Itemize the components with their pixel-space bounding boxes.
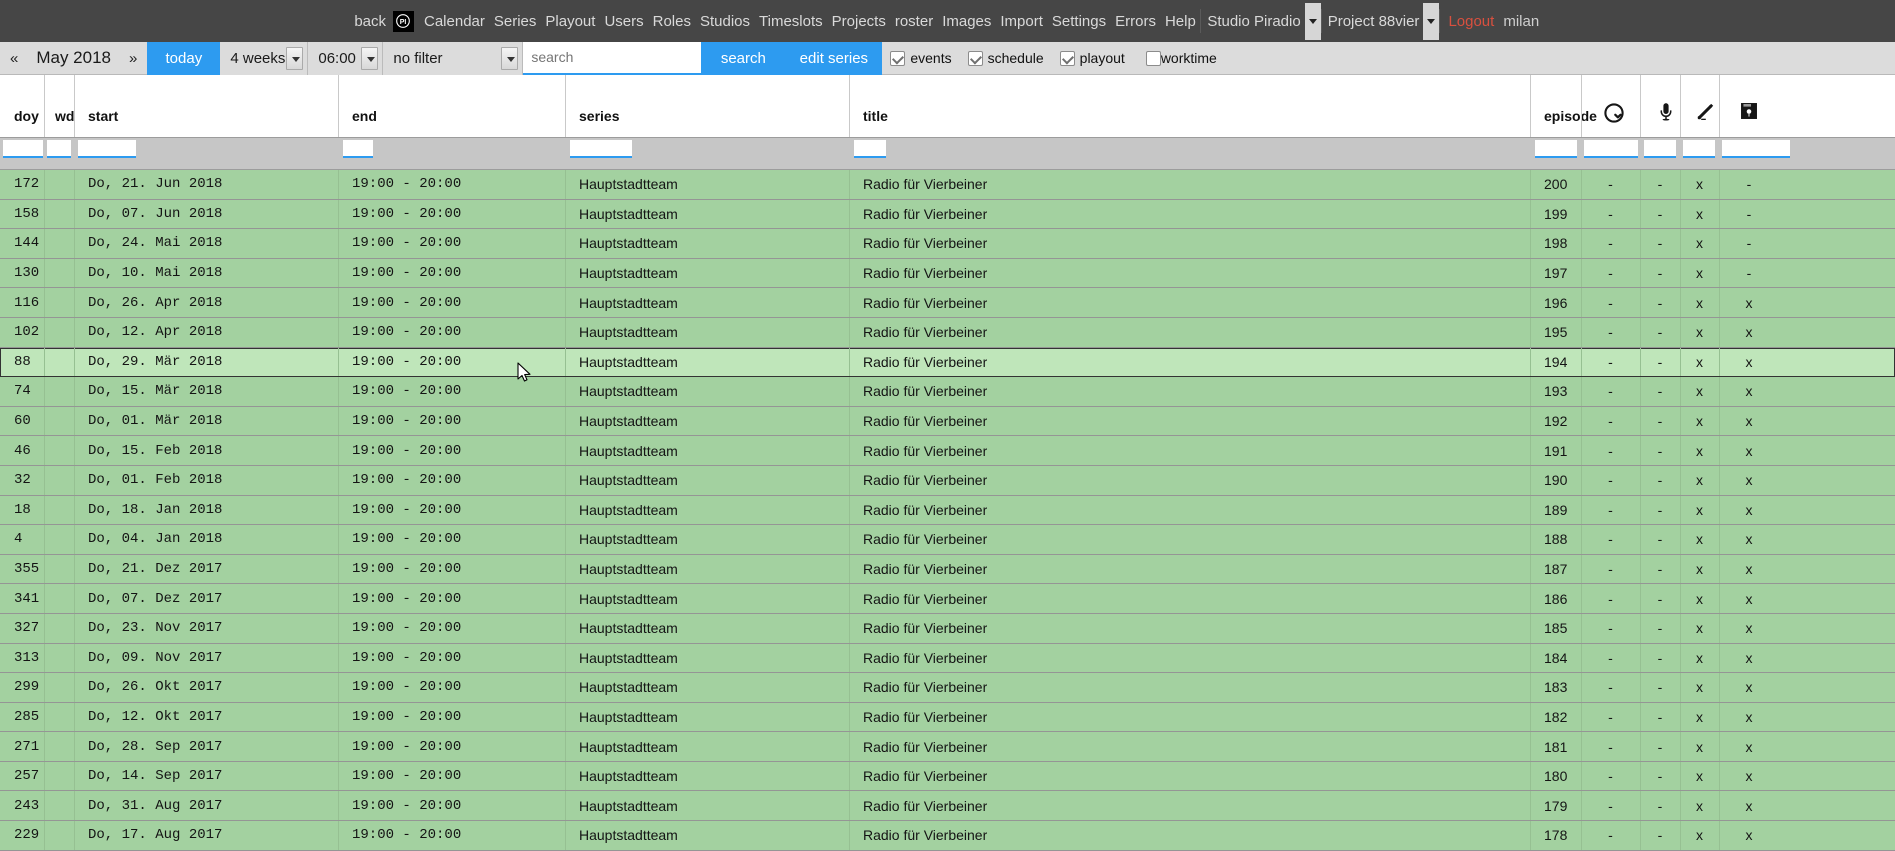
svg-text:PI: PI bbox=[400, 19, 407, 26]
